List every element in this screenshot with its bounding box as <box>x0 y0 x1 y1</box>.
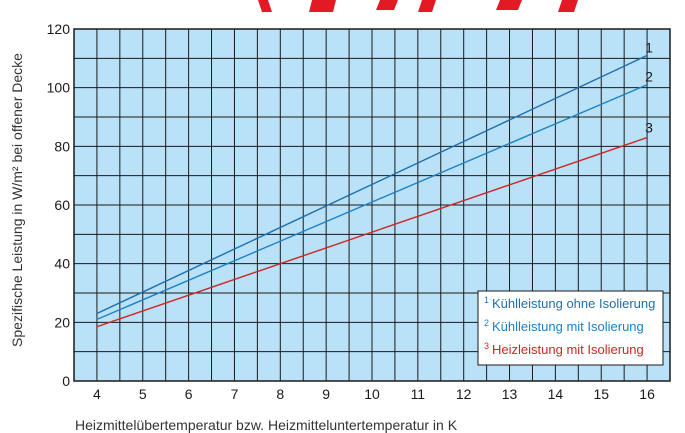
x-tick-label: 15 <box>593 386 609 402</box>
x-tick-label: 10 <box>364 386 380 402</box>
legend-entry-3: 3 Heizleistung mit Isolierung <box>484 341 644 357</box>
y-tick-label: 60 <box>54 197 70 213</box>
x-tick-label: 4 <box>93 386 101 402</box>
header-text-fragment <box>258 0 578 12</box>
legend-entry-number: 2 <box>484 318 489 328</box>
x-tick-label: 16 <box>639 386 655 402</box>
legend-entry-label: Kühlleistung ohne Isolierung <box>492 296 655 311</box>
y-tick-label: 100 <box>47 80 71 96</box>
y-tick-label: 40 <box>54 256 70 272</box>
x-tick-label: 13 <box>502 386 518 402</box>
legend-entry-number: 1 <box>484 295 489 305</box>
line-tags: 1 2 3 <box>645 39 653 135</box>
legend-box <box>477 290 664 366</box>
series-line-3 <box>96 136 648 328</box>
x-tick-label: 6 <box>185 386 193 402</box>
y-tick-label: 120 <box>47 21 71 37</box>
y-tick-label: 80 <box>54 138 70 154</box>
x-tick-label: 11 <box>411 386 426 402</box>
x-axis-label: Heizmittelübertemperatur bzw. Heizmittel… <box>75 417 458 433</box>
legend-entry-number: 3 <box>484 341 489 351</box>
y-tick-label: 0 <box>62 373 70 389</box>
x-tick-label: 8 <box>276 386 284 402</box>
legend-entry-label: Heizleistung mit Isolierung <box>492 342 644 357</box>
y-axis-label: Spezifische Leistung in W/m² bei offener… <box>9 53 25 347</box>
line-tag-2: 2 <box>645 69 653 85</box>
series-line-1 <box>96 54 648 315</box>
x-tick-label: 12 <box>456 386 472 402</box>
line-tag-3: 3 <box>645 120 653 136</box>
x-tick-label: 14 <box>548 386 564 402</box>
plot-frame <box>73 28 671 382</box>
y-tick-label: 20 <box>54 314 70 330</box>
line-tag-1: 1 <box>645 39 653 55</box>
x-tick-label: 7 <box>231 386 239 402</box>
x-tick-label: 5 <box>139 386 147 402</box>
series-lines <box>96 54 648 328</box>
legend-entry-label: Kühlleistung mit Isolierung <box>492 319 644 334</box>
legend-entry-2: 2 Kühlleistung mit Isolierung <box>484 318 644 334</box>
series-line-2 <box>96 84 648 321</box>
legend-entry-1: 1 Kühlleistung ohne Isolierung <box>484 295 655 311</box>
x-tick-label: 9 <box>322 386 330 402</box>
